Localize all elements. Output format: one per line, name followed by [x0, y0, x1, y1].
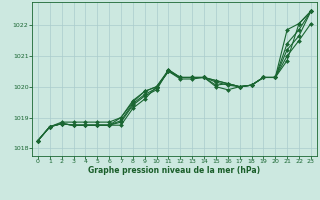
X-axis label: Graphe pression niveau de la mer (hPa): Graphe pression niveau de la mer (hPa) [88, 166, 260, 175]
